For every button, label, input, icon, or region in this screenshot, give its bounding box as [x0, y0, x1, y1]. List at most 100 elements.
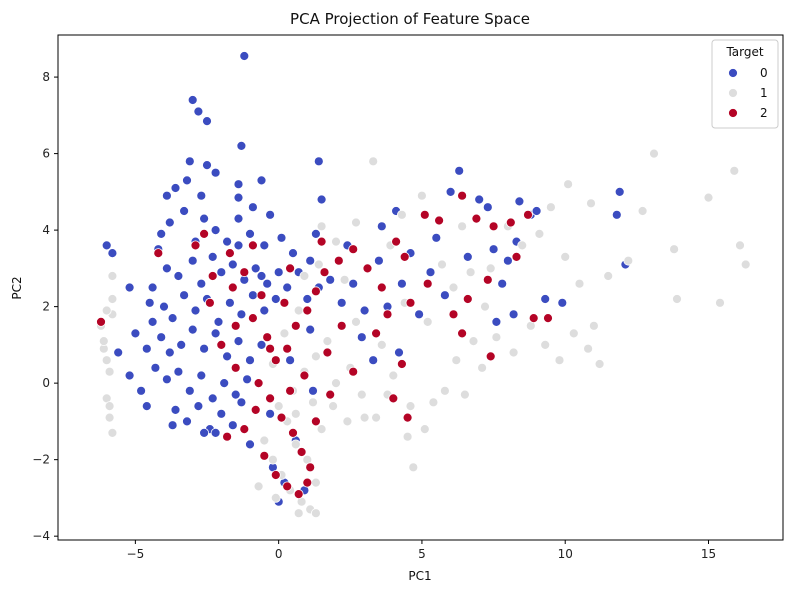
point-target-0-93 [256, 271, 267, 281]
point-target-2-36 [391, 236, 402, 247]
point-target-1-60 [672, 294, 682, 304]
point-target-2-46 [482, 274, 493, 285]
y-axis: −4 −2 0 2 4 6 8 [32, 70, 58, 543]
point-target-2-19 [270, 470, 281, 480]
point-target-0-57 [164, 347, 175, 358]
point-target-2-43 [505, 217, 516, 228]
y-tick-label: 2 [42, 300, 50, 314]
point-target-0-11 [182, 175, 192, 186]
point-target-1-98 [101, 305, 112, 316]
point-target-0-9 [313, 156, 324, 167]
point-target-0-64 [245, 355, 255, 366]
point-target-1-38 [439, 385, 450, 396]
point-target-1-79 [457, 221, 468, 232]
point-target-0-52 [236, 309, 247, 320]
legend-label-1: 1 [760, 86, 768, 100]
point-target-0-101 [359, 305, 370, 316]
point-target-1-93 [428, 397, 439, 408]
point-target-0-82 [199, 427, 210, 438]
point-target-2-25 [222, 431, 233, 442]
point-target-2-63 [325, 389, 336, 400]
point-target-2-70 [285, 385, 296, 396]
point-target-0-120 [497, 278, 508, 289]
point-target-0-55 [270, 294, 281, 304]
point-target-2-0 [96, 316, 106, 327]
point-target-0-143 [141, 401, 152, 412]
point-target-0-14 [196, 190, 207, 201]
point-target-0-23 [179, 206, 190, 216]
point-target-1-49 [594, 359, 605, 369]
point-target-1-40 [468, 336, 479, 347]
point-target-2-39 [434, 215, 445, 226]
point-target-0-67 [161, 374, 172, 385]
point-target-1-103 [376, 339, 387, 350]
point-target-1-62 [715, 297, 725, 308]
point-target-1-33 [356, 389, 367, 400]
point-target-1-74 [485, 263, 496, 274]
point-target-1-53 [586, 198, 596, 209]
point-target-2-50 [399, 251, 410, 262]
point-target-0-20 [124, 282, 135, 293]
point-target-0-24 [199, 213, 210, 224]
point-target-2-40 [457, 190, 468, 201]
point-target-2-28 [204, 297, 215, 308]
point-target-2-53 [396, 359, 407, 369]
point-target-2-9 [290, 320, 301, 331]
point-target-0-74 [242, 374, 253, 385]
point-target-1-35 [388, 370, 399, 381]
point-target-1-89 [342, 416, 353, 427]
point-target-1-37 [419, 424, 430, 435]
point-target-0-140 [161, 190, 172, 201]
point-target-2-59 [543, 313, 553, 324]
point-target-1-88 [328, 401, 339, 412]
point-target-2-51 [382, 309, 393, 320]
x-axis-label: PC1 [408, 569, 431, 583]
x-tick-label: −5 [127, 547, 145, 561]
point-target-0-71 [207, 393, 218, 404]
legend-label-2: 2 [760, 106, 768, 120]
point-target-2-37 [405, 297, 416, 308]
point-target-1-99 [107, 294, 118, 304]
point-target-2-73 [319, 267, 330, 278]
legend: Target 0 1 2 [711, 39, 779, 129]
point-target-1-84 [293, 305, 304, 316]
point-target-0-80 [227, 420, 238, 431]
point-target-1-25 [316, 424, 327, 435]
point-target-2-44 [523, 209, 533, 220]
point-target-2-52 [371, 328, 382, 339]
point-target-0-104 [396, 278, 407, 289]
point-target-0-128 [308, 385, 318, 396]
point-target-2-5 [247, 313, 258, 324]
point-target-0-129 [285, 355, 296, 366]
point-target-1-28 [270, 492, 281, 503]
point-target-0-94 [282, 282, 293, 293]
point-target-0-15 [233, 213, 244, 224]
point-target-2-47 [462, 294, 473, 304]
point-target-1-46 [554, 355, 565, 366]
point-target-2-49 [422, 278, 433, 289]
point-target-0-108 [439, 290, 450, 301]
point-target-2-14 [276, 412, 287, 423]
point-target-1-36 [405, 401, 416, 412]
legend-label-0: 0 [760, 66, 768, 80]
point-target-1-73 [465, 267, 476, 278]
point-target-1-76 [517, 240, 528, 251]
chart-title: PCA Projection of Feature Space [290, 10, 530, 28]
point-target-1-43 [508, 347, 519, 358]
point-target-0-84 [245, 439, 255, 450]
point-target-0-75 [170, 404, 181, 415]
point-target-2-16 [296, 447, 307, 457]
point-target-0-56 [156, 332, 167, 343]
point-target-0-50 [213, 316, 224, 327]
point-target-2-11 [310, 286, 321, 297]
point-target-1-80 [416, 190, 427, 201]
x-tick-label: 5 [418, 547, 426, 561]
point-target-0-37 [207, 251, 218, 262]
point-target-0-45 [159, 301, 169, 312]
point-target-1-87 [290, 408, 301, 419]
point-target-1-82 [331, 236, 341, 247]
point-target-0-51 [224, 297, 235, 308]
point-target-1-7 [107, 271, 118, 281]
point-target-0-76 [182, 416, 192, 427]
point-target-0-116 [488, 244, 499, 255]
